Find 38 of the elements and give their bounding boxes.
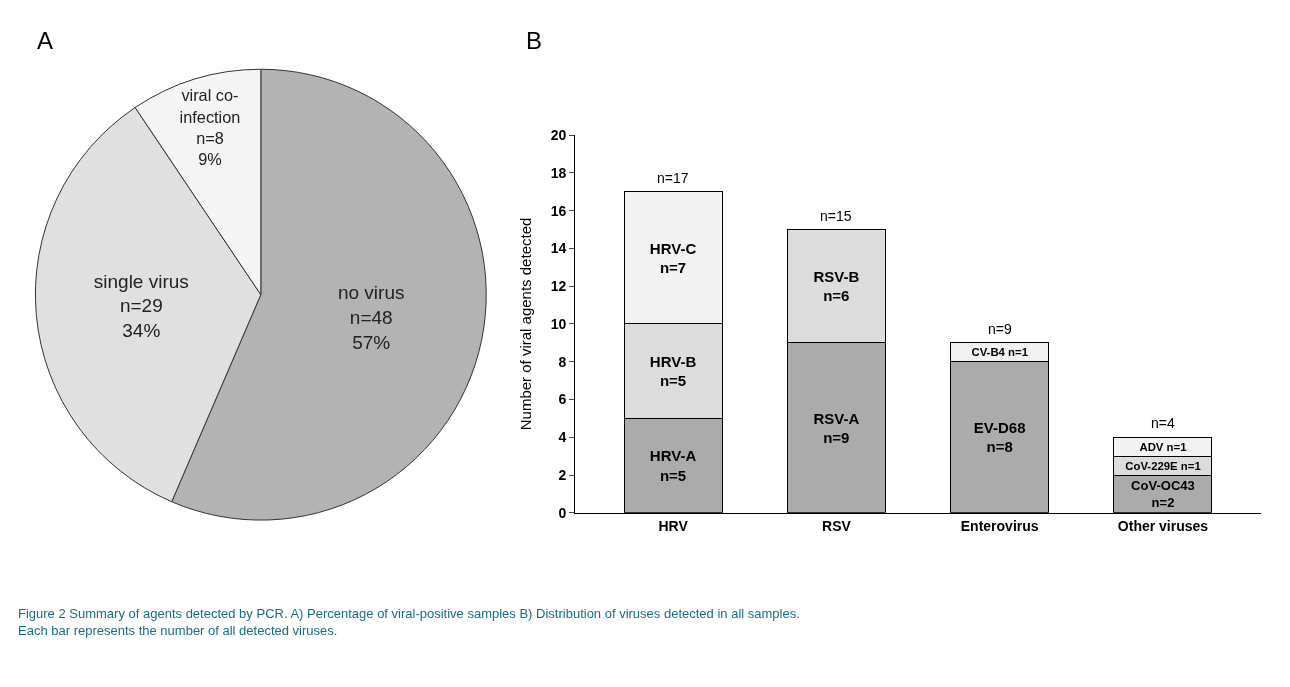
y-tick-label: 0	[558, 504, 567, 521]
slice-label: no virus	[337, 282, 405, 304]
caption: Figure 2 Summary of agents detected by PCR. A) Percentage of viral-positive samples B) Distribution of viruses detected in all samples. Each bar represents the number of all detected viruses.	[18, 606, 800, 638]
data-label: CoV-OC43 n=2	[1131, 478, 1195, 511]
data-label: HRV-B n=5	[649, 352, 697, 390]
y-tick-label: 20	[550, 127, 567, 144]
y-tick-label: 16	[550, 202, 567, 219]
total-label: n=9	[988, 321, 1012, 337]
x-tick-label: Enterovirus	[960, 517, 1039, 534]
y-tick-label: 12	[550, 278, 567, 295]
y-tick-label: 18	[550, 164, 567, 181]
y-tick-label: 8	[558, 353, 567, 370]
data-label: n=48 57%	[349, 306, 393, 353]
total-label: n=4	[1151, 415, 1175, 431]
y-tick-label: 2	[558, 466, 567, 483]
y-tick-label: 10	[550, 315, 567, 332]
chart-title: A	[37, 27, 54, 54]
data-label: CV-B4 n=1	[971, 346, 1028, 359]
data-label: n=8 9%	[196, 128, 224, 169]
y-tick-label: 6	[558, 391, 567, 408]
data-label: n=29 34%	[119, 295, 163, 341]
slice-label: single virus	[93, 270, 189, 292]
data-label: CoV-229E n=1	[1125, 459, 1201, 472]
data-label: HRV-C n=7	[649, 239, 697, 277]
y-tick-label: 14	[550, 240, 567, 257]
data-label: EV-D68 n=8	[973, 418, 1026, 456]
x-tick-label: Other viruses	[1117, 517, 1209, 534]
y-axis-title: Number of viral agents detected	[517, 217, 535, 431]
total-label: n=17	[657, 170, 689, 186]
y-tick-label: 4	[558, 429, 567, 446]
total-label: n=15	[820, 208, 852, 224]
chart-title: B	[526, 27, 543, 54]
data-label: HRV-A n=5	[649, 447, 697, 484]
data-label: ADV n=1	[1139, 440, 1187, 453]
x-tick-label: HRV	[658, 517, 689, 534]
data-label: RSV-B n=6	[813, 267, 860, 305]
x-tick-label: RSV	[822, 517, 852, 534]
data-label: RSV-A n=9	[813, 409, 860, 447]
